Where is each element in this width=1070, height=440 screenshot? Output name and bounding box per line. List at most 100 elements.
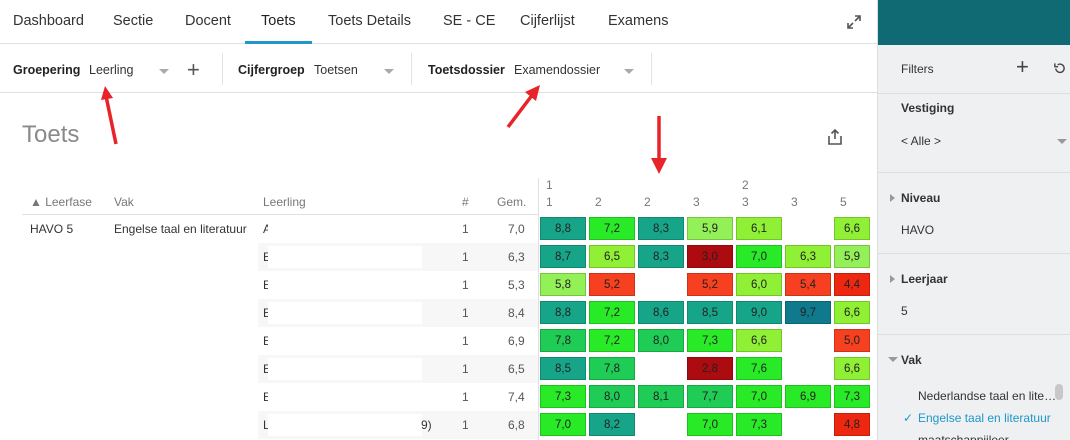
add-filter-icon[interactable]: +: [1016, 54, 1029, 79]
niveau-label[interactable]: Niveau: [901, 191, 941, 205]
expand-icon[interactable]: [846, 14, 862, 30]
tab-dashboard[interactable]: Dashboard: [13, 13, 84, 29]
grade-column-header[interactable]: 2: [644, 195, 651, 209]
grade-cell[interactable]: 8,8: [540, 301, 586, 324]
grade-cell[interactable]: 8,5: [687, 301, 733, 324]
grade-column-header[interactable]: 3: [791, 195, 798, 209]
caret-down-icon[interactable]: [384, 69, 394, 74]
grade-cell[interactable]: 6,6: [834, 217, 870, 240]
grade-cell[interactable]: 6,0: [736, 273, 782, 296]
tab-toets-details[interactable]: Toets Details: [328, 13, 412, 29]
grade-cell[interactable]: 8,1: [638, 385, 684, 408]
tab-sectie[interactable]: Sectie: [113, 13, 154, 29]
toetsdossier-select[interactable]: Examendossier: [514, 63, 601, 77]
grade-cell[interactable]: 7,7: [687, 385, 733, 408]
grade-cell[interactable]: 6,3: [785, 245, 831, 268]
grade-cell[interactable]: 6,1: [736, 217, 782, 240]
tab-se-ce[interactable]: SE - CE: [443, 13, 496, 29]
grade-cell[interactable]: 8,2: [589, 413, 635, 436]
grade-cell[interactable]: 7,0: [540, 413, 586, 436]
grade-cell[interactable]: 7,3: [540, 385, 586, 408]
grade-cell[interactable]: 7,0: [687, 413, 733, 436]
grade-cell[interactable]: 8,0: [638, 329, 684, 352]
vak-option[interactable]: Nederlandse taal en lite…: [918, 389, 1057, 403]
grade-cell[interactable]: 5,2: [589, 273, 635, 296]
grade-cell[interactable]: 9,0: [736, 301, 782, 324]
student-name[interactable]: E: [263, 390, 272, 404]
grade-cell[interactable]: 7,3: [687, 329, 733, 352]
grade-column-header[interactable]: 1: [546, 195, 553, 209]
grade-cell[interactable]: 8,6: [638, 301, 684, 324]
grade-cell[interactable]: 2,8: [687, 357, 733, 380]
grade-column-header[interactable]: 5: [840, 195, 847, 209]
vak-option-selected[interactable]: Engelse taal en literatuur: [918, 411, 1051, 425]
grade-cell[interactable]: 6,6: [834, 301, 870, 324]
grade-column-header[interactable]: 2: [595, 195, 602, 209]
grade-cell[interactable]: 5,8: [540, 273, 586, 296]
grade-cell[interactable]: 8,3: [638, 217, 684, 240]
share-icon[interactable]: [826, 128, 844, 146]
grade-cell[interactable]: 8,3: [638, 245, 684, 268]
grade-cell[interactable]: 9,7: [785, 301, 831, 324]
leerjaar-label[interactable]: Leerjaar: [901, 272, 948, 286]
vak-label[interactable]: Vak: [901, 353, 922, 367]
grade-column-header[interactable]: 3: [693, 195, 700, 209]
student-name[interactable]: E: [263, 278, 272, 292]
column-header-gem[interactable]: Gem.: [497, 195, 527, 209]
column-header-vak[interactable]: Vak: [114, 195, 134, 209]
reset-icon[interactable]: [1053, 62, 1066, 75]
student-name[interactable]: E: [263, 306, 272, 320]
grade-cell[interactable]: 6,6: [834, 357, 870, 380]
groepering-select[interactable]: Leerling: [89, 63, 134, 77]
grade-cell[interactable]: 6,5: [589, 245, 635, 268]
grade-cell[interactable]: 5,2: [687, 273, 733, 296]
grade-cell[interactable]: 5,9: [687, 217, 733, 240]
expand-leerjaar-icon[interactable]: [890, 275, 895, 283]
vak-option[interactable]: maatschappijleer: [918, 433, 1009, 440]
caret-down-icon[interactable]: [159, 69, 169, 74]
tab-cijferlijst[interactable]: Cijferlijst: [520, 13, 575, 29]
caret-down-icon[interactable]: [624, 69, 634, 74]
grade-cell[interactable]: 6,9: [785, 385, 831, 408]
grade-cell[interactable]: 5,0: [834, 329, 870, 352]
grade-cell[interactable]: 7,2: [589, 217, 635, 240]
grade-cell[interactable]: 7,0: [736, 245, 782, 268]
student-name[interactable]: L: [263, 418, 270, 432]
grade-cell[interactable]: 7,3: [736, 413, 782, 436]
grade-cell[interactable]: 7,8: [540, 329, 586, 352]
expand-niveau-icon[interactable]: [890, 194, 895, 202]
grade-cell[interactable]: 8,5: [540, 357, 586, 380]
tab-toets[interactable]: Toets: [261, 13, 296, 29]
column-header-leerfase[interactable]: ▲ Leerfase: [30, 195, 92, 209]
vestiging-select[interactable]: < Alle >: [901, 134, 942, 148]
student-name[interactable]: E: [263, 250, 272, 264]
column-header-count[interactable]: #: [462, 195, 469, 209]
grade-column-header[interactable]: 3: [742, 195, 749, 209]
tab-examens[interactable]: Examens: [608, 13, 669, 29]
caret-down-icon[interactable]: [1057, 139, 1067, 144]
cijfergroep-select[interactable]: Toetsen: [314, 63, 358, 77]
grade-cell[interactable]: 6,6: [736, 329, 782, 352]
grade-cell[interactable]: 7,2: [589, 301, 635, 324]
add-grouping-icon[interactable]: +: [187, 57, 200, 82]
grade-cell[interactable]: 7,3: [834, 385, 870, 408]
vak-list-scrollbar[interactable]: [1055, 384, 1063, 400]
grade-cell[interactable]: 5,4: [785, 273, 831, 296]
grade-cell[interactable]: 4,4: [834, 273, 870, 296]
grade-cell[interactable]: 7,0: [736, 385, 782, 408]
column-header-leerling[interactable]: Leerling: [263, 195, 306, 209]
grade-cell[interactable]: 8,8: [540, 217, 586, 240]
grade-cell[interactable]: 3,0: [687, 245, 733, 268]
student-name[interactable]: E: [263, 362, 272, 376]
grade-cell[interactable]: 5,9: [834, 245, 870, 268]
student-name[interactable]: E: [263, 334, 272, 348]
grade-cell[interactable]: 7,2: [589, 329, 635, 352]
collapse-vak-icon[interactable]: [888, 357, 898, 362]
grade-cell[interactable]: 8,0: [589, 385, 635, 408]
grade-cell[interactable]: 8,7: [540, 245, 586, 268]
grade-cell[interactable]: 7,8: [589, 357, 635, 380]
grade-cell[interactable]: 4,8: [834, 413, 870, 436]
grade-cell[interactable]: 7,6: [736, 357, 782, 380]
tab-docent[interactable]: Docent: [185, 13, 231, 29]
student-name[interactable]: A: [263, 222, 272, 236]
